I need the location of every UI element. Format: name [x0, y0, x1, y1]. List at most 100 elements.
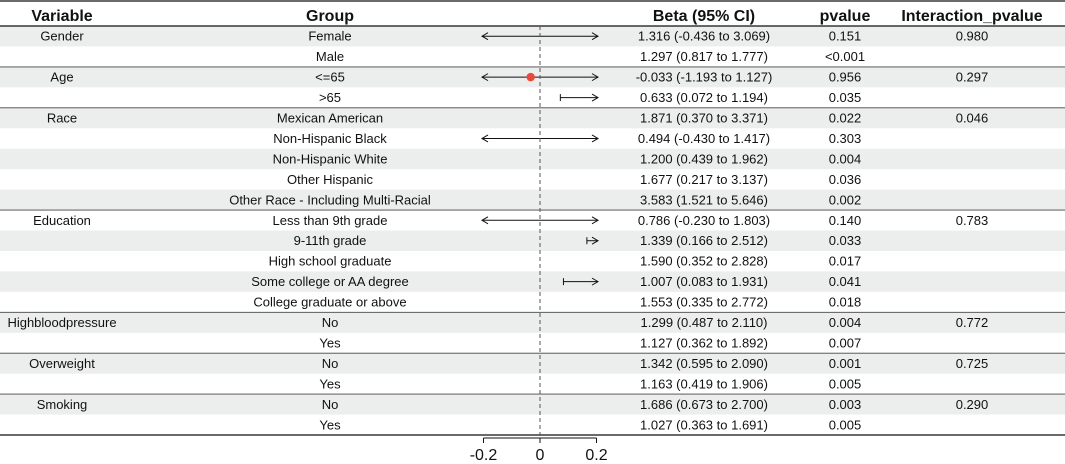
cell-beta-ci: 1.027 (0.363 to 1.691) — [640, 417, 768, 432]
row-band — [0, 230, 1065, 251]
cell-beta-ci: 1.339 (0.166 to 2.512) — [640, 233, 768, 248]
cell-variable: Overweight — [29, 356, 95, 371]
cell-beta-ci: 1.299 (0.487 to 2.110) — [641, 315, 768, 330]
cell-pvalue: 0.004 — [829, 315, 862, 330]
cell-pvalue: 0.041 — [829, 274, 862, 289]
ci-arrow-right — [591, 73, 599, 82]
header-beta: Beta (95% CI) — [653, 8, 755, 25]
cell-pvalue: 0.036 — [829, 172, 862, 187]
row-band — [0, 148, 1065, 170]
cell-variable: Education — [33, 213, 91, 228]
cell-interaction-pvalue: 0.046 — [956, 111, 989, 126]
row-band — [0, 189, 1065, 211]
ci-arrow-left — [481, 32, 489, 41]
row-band — [0, 312, 1065, 333]
cell-group: Yes — [319, 417, 341, 432]
cell-group: Female — [308, 29, 351, 44]
cell-beta-ci: 1.553 (0.335 to 2.772) — [640, 295, 768, 310]
x-tick-label: 0 — [536, 447, 545, 464]
cell-beta-ci: 1.297 (0.817 to 1.777) — [640, 49, 768, 64]
cell-pvalue: 0.005 — [829, 376, 862, 391]
ci-arrow-right — [591, 236, 599, 245]
cell-beta-ci: 1.342 (0.595 to 2.090) — [640, 356, 768, 371]
cell-pvalue: 0.018 — [829, 295, 862, 310]
cell-beta-ci: 1.200 (0.439 to 1.962) — [640, 151, 768, 166]
cell-pvalue: 0.022 — [829, 111, 862, 126]
cell-beta-ci: 1.590 (0.352 to 2.828) — [640, 254, 768, 269]
x-tick-label: -0.2 — [470, 447, 498, 464]
cell-beta-ci: 1.163 (0.419 to 1.906) — [640, 376, 768, 391]
cell-variable: Smoking — [37, 397, 88, 412]
cell-group: No — [322, 315, 339, 330]
cell-pvalue: 0.005 — [829, 417, 862, 432]
cell-pvalue: <0.001 — [825, 49, 865, 64]
cell-pvalue: 0.017 — [829, 254, 862, 269]
ci-arrow-right — [591, 32, 599, 41]
cell-pvalue: 0.007 — [829, 335, 862, 350]
row-band — [0, 107, 1065, 129]
cell-pvalue: 0.001 — [829, 356, 862, 371]
cell-group: Non-Hispanic White — [273, 151, 388, 166]
header-group: Group — [306, 8, 354, 25]
cell-group: Yes — [319, 335, 341, 350]
cell-pvalue: 0.035 — [829, 90, 862, 105]
cell-beta-ci: 0.633 (0.072 to 1.194) — [640, 90, 768, 105]
cell-beta-ci: 1.007 (0.083 to 1.931) — [640, 274, 768, 289]
cell-pvalue: 0.140 — [829, 213, 862, 228]
cell-pvalue: 0.002 — [829, 192, 862, 207]
cell-pvalue: 0.003 — [829, 397, 862, 412]
ci-arrow-right — [591, 93, 599, 102]
cell-beta-ci: 0.786 (-0.230 to 1.803) — [638, 213, 770, 228]
cell-group: 9-11th grade — [294, 233, 367, 248]
cell-group: Yes — [319, 376, 341, 391]
cell-group: College graduate or above — [253, 295, 406, 310]
cell-beta-ci: 3.583 (1.521 to 5.646) — [640, 192, 768, 207]
header-variable: Variable — [31, 8, 92, 25]
cell-group: >65 — [319, 90, 341, 105]
cell-beta-ci: 1.316 (-0.436 to 3.069) — [638, 29, 770, 44]
row-band — [0, 394, 1065, 415]
cell-interaction-pvalue: 0.290 — [956, 397, 989, 412]
header-pvalue: pvalue — [820, 8, 871, 25]
cell-group: Non-Hispanic Black — [273, 131, 387, 146]
ci-arrow-right — [591, 134, 599, 143]
cell-beta-ci: 1.686 (0.673 to 2.700) — [640, 397, 768, 412]
cell-group: <=65 — [315, 70, 345, 85]
cell-variable: Age — [50, 70, 73, 85]
cell-group: Less than 9th grade — [273, 213, 388, 228]
cell-pvalue: 0.004 — [829, 151, 862, 166]
cell-variable: Race — [47, 111, 77, 126]
group-separators — [0, 0, 1065, 436]
cell-beta-ci: 1.677 (0.217 to 3.137) — [640, 172, 768, 187]
cell-beta-ci: -0.033 (-1.193 to 1.127) — [636, 70, 773, 85]
table-header: Variable Group Beta (95% CI) pvalue Inte… — [31, 8, 1042, 25]
cell-beta-ci: 1.871 (0.370 to 3.371) — [640, 111, 768, 126]
cell-beta-ci: 0.494 (-0.430 to 1.417) — [638, 131, 770, 146]
cell-interaction-pvalue: 0.783 — [956, 213, 989, 228]
cell-group: High school graduate — [269, 254, 392, 269]
header-interaction-pvalue: Interaction_pvalue — [901, 8, 1042, 25]
cell-pvalue: 0.303 — [829, 131, 862, 146]
cell-group: Male — [316, 49, 344, 64]
cell-group: Some college or AA degree — [251, 274, 409, 289]
cell-group: Other Hispanic — [287, 172, 373, 187]
cell-beta-ci: 1.127 (0.362 to 1.892) — [640, 335, 768, 350]
x-tick-label: 0.2 — [585, 447, 607, 464]
ci-arrow-right — [591, 277, 599, 286]
cell-interaction-pvalue: 0.772 — [956, 315, 989, 330]
cell-group: Mexican American — [277, 111, 383, 126]
cell-pvalue: 0.956 — [829, 70, 862, 85]
row-band — [0, 353, 1065, 374]
cell-interaction-pvalue: 0.297 — [956, 70, 989, 85]
cell-interaction-pvalue: 0.725 — [956, 356, 989, 371]
ci-arrow-right — [591, 216, 599, 225]
cell-group: Other Race - Including Multi-Racial — [229, 192, 431, 207]
cell-group: No — [322, 356, 339, 371]
table-cells: Gender Female 1.316 (-0.436 to 3.069) 0.151… — [7, 29, 988, 433]
ci-arrow-left — [481, 134, 489, 143]
cell-group: No — [322, 397, 339, 412]
row-bands — [0, 26, 1065, 415]
row-band — [0, 271, 1065, 292]
ci-arrow-left — [481, 73, 489, 82]
